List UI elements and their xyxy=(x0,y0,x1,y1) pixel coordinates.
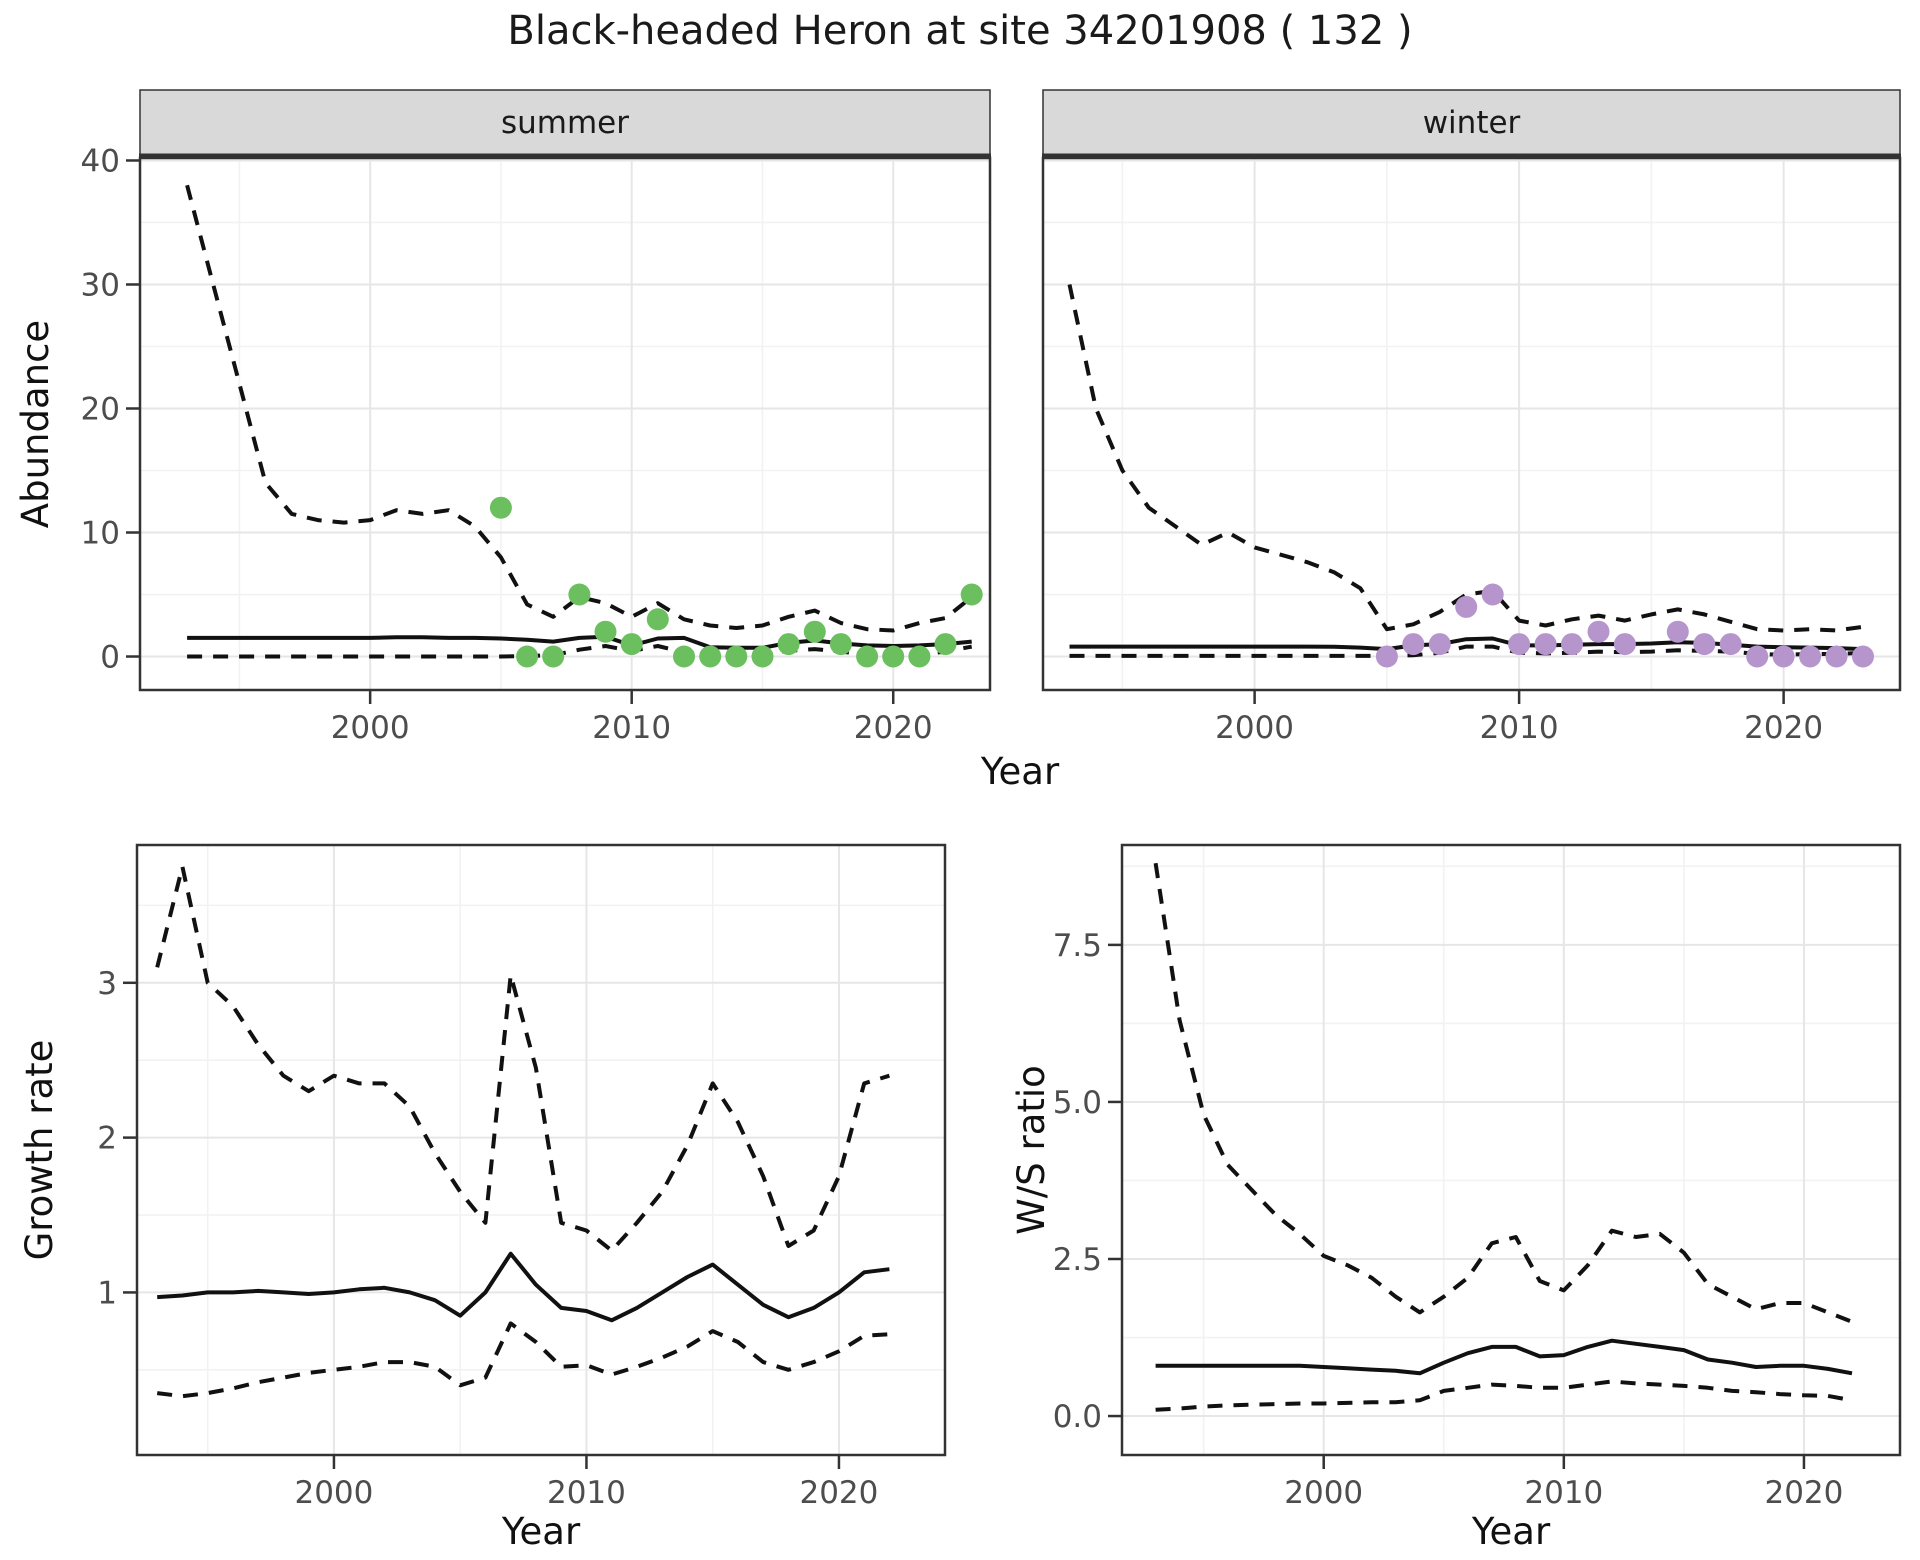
abundance_summer-observed-point xyxy=(829,633,852,656)
abundance_winter-observed-point xyxy=(1613,633,1636,656)
x-tick-label: 2000 xyxy=(294,1475,373,1511)
abundance_summer-observed-point xyxy=(673,645,695,668)
abundance_winter-observed-point xyxy=(1719,633,1742,656)
abundance_winter-observed-point xyxy=(1481,583,1504,606)
y-tick-label: 30 xyxy=(81,267,120,303)
x-tick-label: 2010 xyxy=(547,1475,626,1511)
abundance_winter-observed-point xyxy=(1455,595,1478,618)
abundance_summer-observed-point xyxy=(725,645,748,668)
abundance_summer-observed-point xyxy=(516,645,539,668)
y-tick-label: 20 xyxy=(81,391,120,427)
panel-border xyxy=(1120,843,1902,1457)
ws_ratio-upper-ci-line xyxy=(1153,862,1853,1324)
panel-border xyxy=(135,843,947,1457)
abundance_summer-observed-point xyxy=(803,620,826,643)
x-tick-label: 2020 xyxy=(799,1475,878,1511)
y-tick-label: 2.5 xyxy=(1053,1242,1102,1278)
x-tick-label: 2000 xyxy=(331,710,410,746)
abundance_summer-observed-point xyxy=(960,583,983,606)
abundance_winter-observed-point xyxy=(1666,620,1689,643)
abundance_summer-observed-point xyxy=(542,645,565,668)
y-tick-label: 2 xyxy=(97,1121,117,1157)
ws_ratio-panel: 2000 2010 2020 0.0 2.5 5.0 7.5 xyxy=(1053,843,1902,1511)
y-axis-title-growth-rate: Growth rate xyxy=(18,1039,61,1261)
abundance_winter-observed-point xyxy=(1799,645,1822,668)
abundance_summer-observed-point xyxy=(489,496,512,519)
y-tick-label: 3 xyxy=(97,966,117,1002)
abundance_summer-observed-point xyxy=(568,583,591,606)
x-tick-label: 2000 xyxy=(1284,1475,1363,1511)
x-tick-label: 2010 xyxy=(592,710,671,746)
abundance_winter-observed-point xyxy=(1746,645,1769,668)
abundance_summer-observed-point xyxy=(751,645,774,668)
growth_rate-median-line xyxy=(157,1251,890,1323)
abundance_winter-observed-point xyxy=(1561,633,1583,656)
abundance_winter-observed-point xyxy=(1402,633,1425,656)
y-tick-label: 0.0 xyxy=(1053,1399,1102,1435)
x-axis-title-year-growth: Year xyxy=(501,1510,581,1553)
abundance_winter-observed-point xyxy=(1772,645,1795,668)
facet-strip-summer-label: summer xyxy=(500,105,629,141)
ws_ratio-median-line xyxy=(1155,1338,1853,1376)
growth_rate-panel: 2000 2010 2020 1 2 3 xyxy=(97,843,947,1511)
x-tick-label: 2020 xyxy=(854,710,933,746)
abundance_summer-upper-ci-line xyxy=(185,184,973,633)
abundance_summer-observed-point xyxy=(856,645,879,668)
ws_ratio-lower-ci-line xyxy=(1155,1379,1853,1412)
facet-strip xyxy=(139,89,991,156)
abundance_winter-observed-point xyxy=(1428,633,1451,656)
abundance_summer-observed-point xyxy=(908,645,931,668)
abundance_winter-observed-point xyxy=(1693,633,1716,656)
abundance_winter-observed-point xyxy=(1825,645,1848,668)
abundance_winter-observed-point xyxy=(1508,633,1531,656)
abundance_winter-observed-point xyxy=(1852,645,1874,668)
facet-strip xyxy=(1042,89,1901,156)
abundance_winter-panel: 2000 2010 2020 xyxy=(1041,89,1902,746)
x-tick-label: 2010 xyxy=(1524,1475,1603,1511)
abundance_summer-observed-point xyxy=(620,633,643,656)
abundance_summer-observed-point xyxy=(934,633,957,656)
abundance_summer-observed-point xyxy=(777,633,800,656)
abundance_summer-observed-point xyxy=(646,608,669,631)
x-tick-label: 2000 xyxy=(1215,710,1294,746)
abundance_winter-upper-ci-line xyxy=(1067,284,1864,633)
panel-background xyxy=(140,158,990,690)
y-tick-label: 40 xyxy=(81,143,120,179)
growth_rate-upper-ci-line xyxy=(155,864,890,1253)
abundance_summer-panel: 2000 2010 2020 0 10 20 30 40 xyxy=(81,89,992,746)
y-tick-label: 0 xyxy=(100,640,120,676)
facet-strip-winter-label: winter xyxy=(1422,105,1521,141)
chart-title: Black-headed Heron at site 34201908 ( 13… xyxy=(507,8,1413,54)
panel-border xyxy=(138,156,992,692)
panel-border xyxy=(1041,156,1902,692)
abundance_winter-observed-point xyxy=(1534,633,1557,656)
y-tick-label: 5.0 xyxy=(1053,1085,1102,1121)
y-axis-title-abundance: Abundance xyxy=(14,319,57,529)
x-axis-title-year-ws: Year xyxy=(1471,1510,1551,1553)
y-axis-title-ws-ratio: W/S ratio xyxy=(1010,1065,1053,1235)
abundance_winter-observed-point xyxy=(1375,645,1398,668)
abundance_summer-observed-point xyxy=(594,620,617,643)
x-tick-label: 2020 xyxy=(1764,1475,1843,1511)
abundance_summer-observed-point xyxy=(699,645,722,668)
x-axis-title-year-top: Year xyxy=(980,750,1060,793)
x-tick-label: 2020 xyxy=(1744,710,1823,746)
panel-background xyxy=(137,845,945,1455)
y-tick-label: 10 xyxy=(81,516,120,552)
abundance_summer-observed-point xyxy=(882,645,905,668)
y-tick-label: 7.5 xyxy=(1053,928,1102,964)
x-tick-label: 2010 xyxy=(1480,710,1559,746)
abundance_winter-observed-point xyxy=(1587,620,1610,643)
y-tick-label: 1 xyxy=(97,1275,117,1311)
panel-background xyxy=(1122,845,1900,1455)
